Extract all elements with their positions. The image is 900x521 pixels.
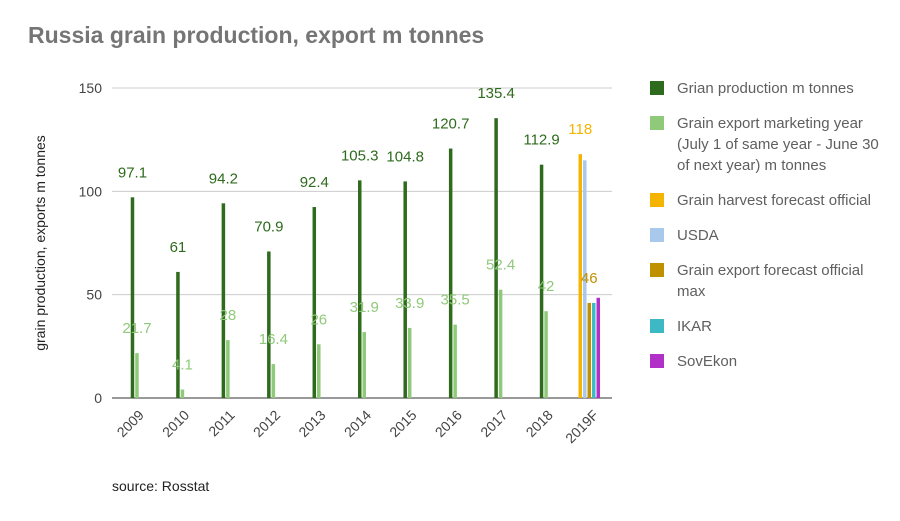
legend-label: IKAR [677, 318, 713, 335]
legend-label: USDA [677, 227, 719, 244]
bar [271, 364, 276, 398]
y-tick-label: 100 [79, 183, 103, 199]
data-label: 28 [220, 307, 237, 324]
legend-swatch [650, 116, 664, 130]
legend-label: SovEkon [677, 353, 738, 370]
legend-label: Grain harvest forecast official [677, 192, 871, 209]
bar [498, 289, 503, 398]
bar [596, 297, 601, 398]
legend-label: Grian production m tonnes [677, 80, 854, 97]
data-label: 33.9 [395, 295, 424, 312]
legend-swatch [650, 319, 664, 333]
bar [135, 353, 139, 398]
data-label: 31.9 [350, 299, 379, 316]
bar [221, 203, 226, 398]
chart-legend: Grian production m tonnes Grain export ma… [650, 78, 890, 386]
bar [453, 324, 457, 398]
legend-item: SovEkon [650, 351, 890, 372]
bar [226, 340, 230, 398]
bar [176, 271, 180, 398]
data-label: 16.4 [259, 331, 288, 348]
bar [544, 311, 548, 398]
bar [317, 344, 321, 398]
bar [180, 389, 185, 398]
legend-label: Grain export marketing year (July 1 of s… [677, 115, 879, 174]
data-label: 120.7 [432, 116, 470, 133]
data-label: 97.1 [118, 164, 147, 181]
x-tick-label: 2010 [159, 407, 192, 440]
bar [312, 207, 317, 398]
bar [130, 197, 135, 398]
bar [403, 181, 407, 398]
x-tick-label: 2009 [114, 407, 147, 440]
data-label: 92.4 [300, 174, 329, 191]
data-label: 61 [170, 239, 187, 256]
bar [407, 327, 412, 398]
chart-title: Russia grain production, export m tonnes [28, 22, 485, 48]
legend-item: Grain export marketing year (July 1 of s… [650, 113, 890, 176]
x-tick-label: 2015 [386, 407, 419, 440]
legend-item: Grian production m tonnes [650, 78, 890, 99]
data-label: 112.9 [523, 132, 559, 149]
legend-swatch [650, 354, 664, 368]
legend-item: USDA [650, 225, 890, 246]
legend-item: Grain export forecast official max [650, 260, 890, 302]
y-axis-label: grain production, exports m tonnes [32, 135, 48, 351]
legend-swatch [650, 193, 664, 207]
data-label: 94.2 [209, 170, 238, 187]
data-label: 118 [568, 121, 592, 138]
legend-swatch [650, 81, 664, 95]
bar [448, 148, 453, 398]
legend-item: Grain harvest forecast official [650, 190, 890, 211]
y-tick-label: 0 [94, 390, 102, 406]
data-label: 42 [538, 278, 555, 295]
bar [539, 164, 544, 398]
data-label: 135.4 [477, 85, 515, 102]
data-label: 4.1 [172, 357, 193, 374]
y-tick-label: 50 [86, 287, 102, 303]
data-label: 46 [581, 270, 598, 287]
x-tick-label: 2018 [523, 407, 556, 440]
x-tick-label: 2012 [250, 407, 283, 440]
bar [267, 251, 271, 398]
bar [358, 180, 362, 398]
data-label: 52.4 [486, 257, 515, 274]
legend-label: Grain export forecast official max [677, 262, 864, 300]
x-tick-label: 2013 [295, 407, 328, 440]
bar [583, 160, 587, 398]
source-note: source: Rosstat [112, 478, 210, 494]
bar [592, 302, 596, 398]
legend-swatch [650, 263, 664, 277]
x-tick-label: 2019F [562, 407, 601, 446]
y-tick-label: 150 [79, 80, 103, 96]
data-label: 21.7 [122, 320, 151, 337]
data-label: 35.5 [441, 292, 470, 309]
x-tick-label: 2011 [205, 407, 238, 440]
x-tick-label: 2017 [477, 407, 510, 440]
data-label: 105.3 [341, 147, 379, 164]
x-tick-label: 2014 [341, 407, 374, 440]
data-label: 26 [310, 311, 327, 328]
data-label: 70.9 [254, 218, 283, 235]
legend-swatch [650, 228, 664, 242]
bar [587, 302, 592, 398]
legend-item: IKAR [650, 316, 890, 337]
bar [578, 154, 583, 398]
bar [494, 118, 498, 398]
x-tick-label: 2016 [432, 407, 465, 440]
data-label: 104.8 [386, 148, 424, 165]
bar [362, 332, 366, 398]
